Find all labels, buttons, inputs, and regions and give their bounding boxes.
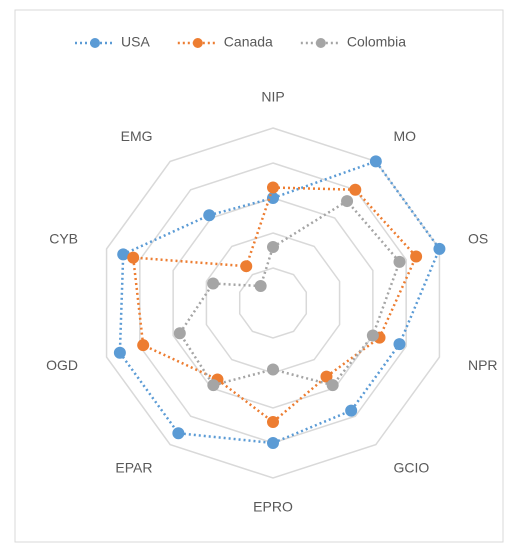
legend-marker xyxy=(315,38,326,48)
series-layer xyxy=(113,155,446,449)
legend-marker xyxy=(192,38,203,48)
data-point xyxy=(366,329,379,342)
data-point xyxy=(320,370,333,383)
axis-label: OGD xyxy=(46,357,78,373)
axis-label: NIP xyxy=(261,89,284,105)
axis-label: EMG xyxy=(121,128,153,144)
series-line xyxy=(118,159,441,445)
data-point xyxy=(117,248,130,261)
axis-label: EPAR xyxy=(115,460,152,476)
chart-border xyxy=(14,9,504,543)
data-point xyxy=(267,363,279,376)
data-point xyxy=(326,379,339,392)
data-point xyxy=(203,209,216,222)
data-point xyxy=(267,181,279,194)
data-point xyxy=(393,255,406,268)
data-point xyxy=(341,195,354,208)
data-point xyxy=(410,250,423,263)
data-point xyxy=(267,192,279,204)
data-point xyxy=(345,404,358,417)
data-point xyxy=(267,416,279,428)
data-point xyxy=(240,260,253,273)
grid-ring xyxy=(172,197,374,409)
series-line xyxy=(131,186,418,424)
legend: USA Canada Colombia xyxy=(75,34,406,50)
data-point xyxy=(393,338,406,351)
legend-label: Colombia xyxy=(347,34,406,50)
legend-label: Canada xyxy=(224,34,273,50)
data-point xyxy=(172,427,185,440)
data-point xyxy=(207,379,220,392)
axis-label: CYB xyxy=(49,230,78,246)
data-point xyxy=(113,346,126,359)
data-point xyxy=(267,241,279,253)
data-point xyxy=(267,437,279,449)
axis-label: EPRO xyxy=(253,499,293,515)
data-point xyxy=(137,339,150,352)
data-point xyxy=(207,277,220,290)
data-point xyxy=(254,280,267,293)
data-point xyxy=(127,251,140,264)
data-point xyxy=(369,155,382,168)
axis-label: NPR xyxy=(468,357,498,373)
data-point xyxy=(349,183,362,196)
axis-label: OS xyxy=(468,230,488,246)
data-point xyxy=(433,242,446,255)
axis-label: MO xyxy=(393,128,416,144)
legend-label: USA xyxy=(121,34,150,50)
data-point xyxy=(173,327,186,340)
axis-label: GCIO xyxy=(393,460,429,476)
legend-marker xyxy=(90,38,100,48)
grid: NIP MO OS NPR GCIO EPRO EPAR OGD CYB EMG xyxy=(46,89,497,515)
